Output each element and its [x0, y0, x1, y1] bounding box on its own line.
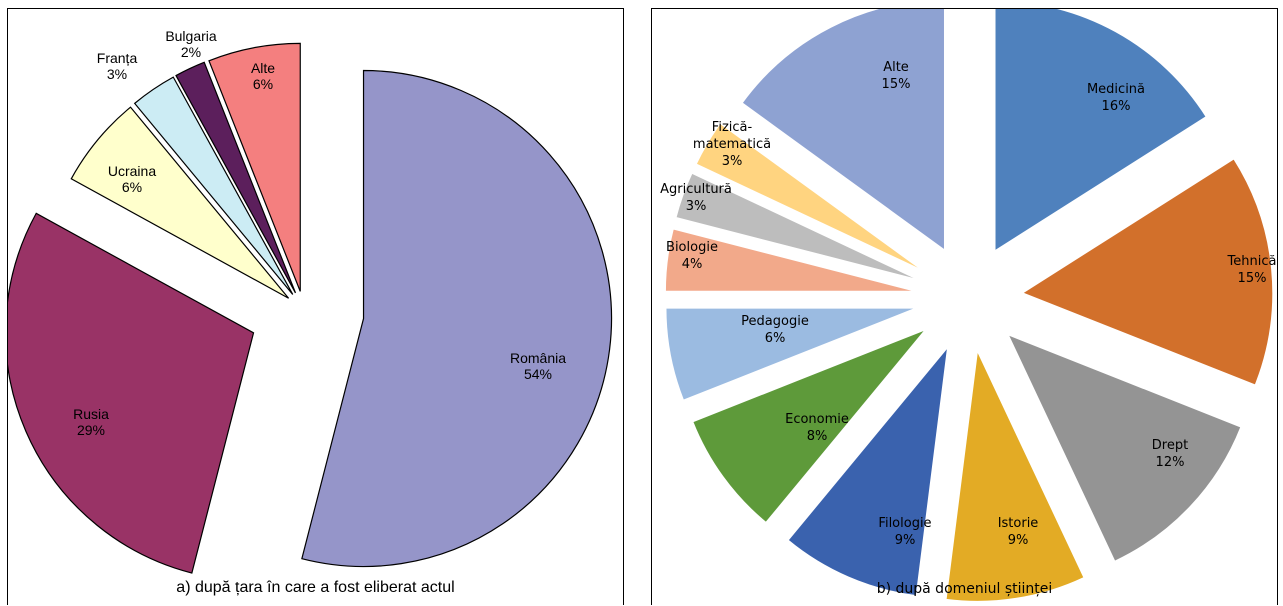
pie-slice	[8, 212, 255, 574]
pie-slice	[301, 69, 613, 568]
slice-label: Franța 3%	[97, 50, 138, 82]
pie-chart-domain: Medicină 16% Tehnică 15% Drept 12% Istorie 9% Fi…	[660, 9, 1277, 602]
pie-slice	[787, 345, 949, 597]
slice-label: Bulgaria 2%	[165, 28, 217, 60]
pie-slice	[994, 9, 1207, 252]
pie-slice	[208, 42, 301, 292]
chart-title: b) după domeniul științei	[876, 581, 1053, 597]
slice-label: Economie 8%	[785, 412, 849, 444]
pie-chart-country: România 54% Rusia 29% Ucraina 6% Franța 3% Bulga…	[8, 28, 613, 574]
slice-label: România 54%	[510, 350, 566, 382]
pie-slice	[175, 61, 297, 294]
pie-slice	[1007, 334, 1242, 562]
slice-label: Alte 6%	[251, 60, 275, 92]
slice-label: Filologie 9%	[878, 516, 931, 548]
pie-slice	[133, 76, 294, 295]
slice-label: Medicină 16%	[1087, 82, 1145, 114]
pie-slice	[665, 307, 917, 401]
slice-label: Rusia 29%	[73, 406, 109, 438]
slice-label: Agricultură 3%	[660, 182, 732, 214]
slice-label: Alte 15%	[882, 60, 911, 92]
slice-label: Drept 12%	[1152, 438, 1188, 470]
chart-title: a) după țara în care a fost eliberat act…	[176, 579, 455, 596]
pie-slice	[692, 329, 926, 524]
pie-slice	[945, 349, 1085, 602]
pie-slice	[695, 122, 923, 271]
slice-label: Biologie 4%	[666, 240, 718, 272]
chart-panel-domain: Medicină 16% Tehnică 15% Drept 12% Istorie 9% Fi…	[651, 8, 1278, 605]
slice-label: Ucraina 6%	[108, 163, 156, 195]
pie-slice	[664, 228, 916, 292]
slice-label: Fizică-matematică 3%	[693, 120, 771, 169]
pie-slice	[70, 106, 290, 299]
slice-label: Pedagogie 6%	[741, 314, 809, 346]
chart-panel-country: România 54% Rusia 29% Ucraina 6% Franța 3% Bulga…	[7, 8, 624, 605]
slice-label: Istorie 9%	[998, 516, 1039, 548]
pie-slice	[741, 9, 945, 251]
slice-label: Tehnică 15%	[1227, 254, 1277, 286]
pie-slice	[1021, 158, 1274, 386]
pie-slice	[675, 172, 919, 281]
